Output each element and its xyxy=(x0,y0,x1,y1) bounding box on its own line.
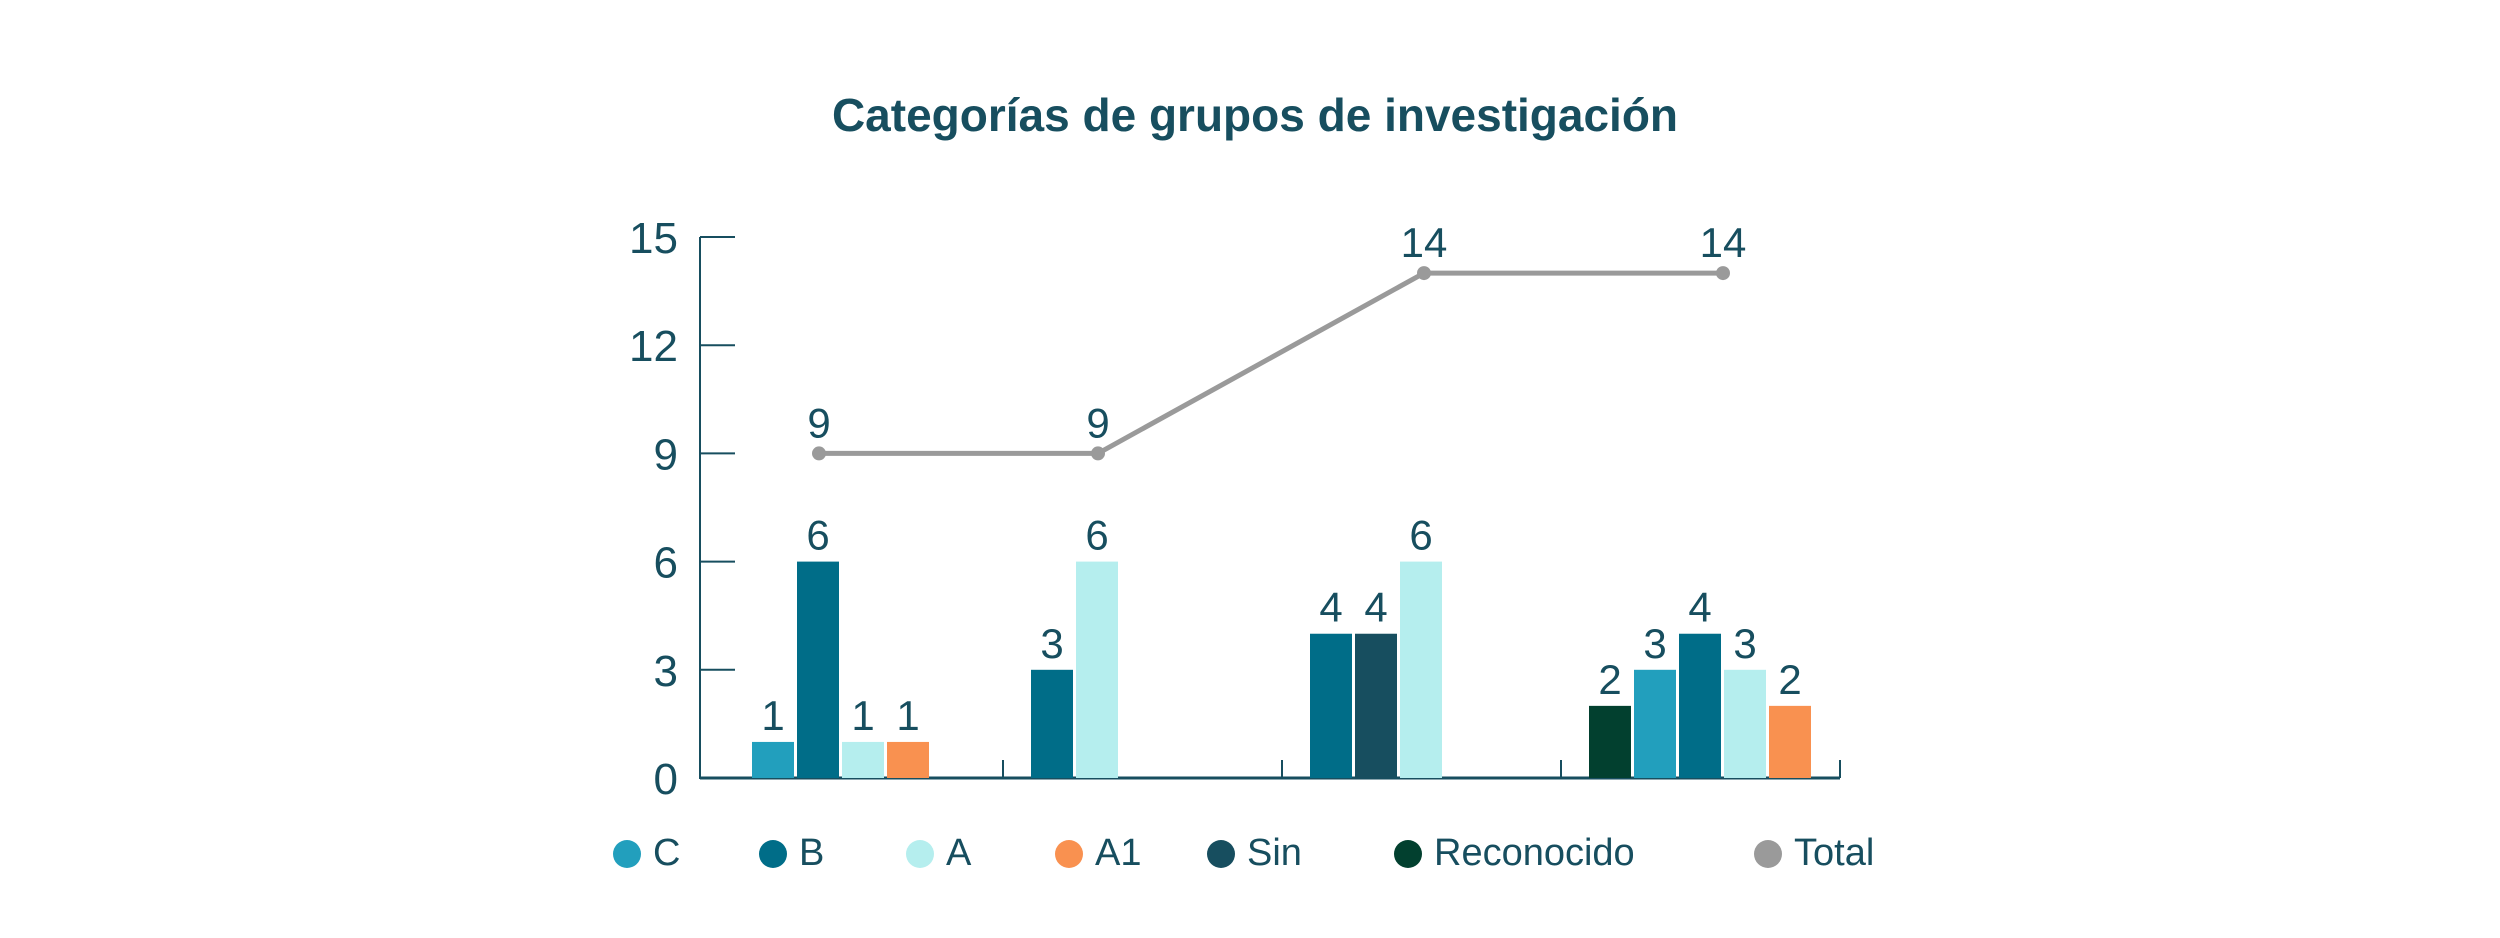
bar-b xyxy=(1679,633,1721,778)
legend-label: Reconocido xyxy=(1434,832,1635,874)
y-tick-label: 3 xyxy=(654,647,678,696)
legend-item-reconocido: Reconocido xyxy=(1394,832,1635,875)
bar-data-label: 4 xyxy=(1364,584,1387,631)
bar-a xyxy=(1076,561,1118,778)
legend-label: B xyxy=(799,832,825,874)
legend-swatch xyxy=(1394,839,1422,868)
bar-a1 xyxy=(887,741,929,778)
y-tick-label: 12 xyxy=(629,322,678,371)
bar-data-label: 1 xyxy=(761,692,784,739)
y-tick-label: 6 xyxy=(654,539,678,588)
bar-data-label: 1 xyxy=(851,692,874,739)
legend-swatch xyxy=(906,839,934,868)
legend-label: A1 xyxy=(1095,832,1142,874)
bar-data-label: 2 xyxy=(1598,656,1621,703)
total-data-label: 14 xyxy=(1401,219,1448,266)
bar-data-label: 3 xyxy=(1040,620,1063,667)
bar-c xyxy=(752,741,794,778)
legend-label: A xyxy=(946,832,972,874)
total-point xyxy=(812,446,826,461)
legend-item-a1: A1 xyxy=(1055,832,1141,875)
legend-swatch xyxy=(613,839,641,868)
legend-item-b: B xyxy=(759,832,824,875)
total-point xyxy=(1091,446,1105,461)
y-tick-label: 15 xyxy=(629,214,678,263)
bar-a xyxy=(1724,669,1766,778)
bar-a1 xyxy=(1769,705,1811,778)
bar-b xyxy=(797,561,839,778)
legend: C B A A1 Sin Reconocido Total xyxy=(0,832,2500,892)
bar-c xyxy=(1634,669,1676,778)
bar-reconocido xyxy=(1589,705,1631,778)
total-data-label: 9 xyxy=(1086,399,1109,446)
legend-item-c: C xyxy=(613,832,680,875)
bar-sin xyxy=(1355,633,1397,778)
total-data-label: 9 xyxy=(807,399,830,446)
bar-a xyxy=(842,741,884,778)
bar-data-label: 4 xyxy=(1319,584,1342,631)
bar-a xyxy=(1400,561,1442,778)
total-point xyxy=(1417,266,1431,281)
y-tick-label: 0 xyxy=(654,755,678,804)
legend-swatch xyxy=(1754,839,1782,868)
legend-item-a: A xyxy=(906,832,971,875)
total-point xyxy=(1716,266,1730,281)
legend-swatch xyxy=(1055,839,1083,868)
bar-data-label: 2 xyxy=(1778,656,1801,703)
y-tick-label: 9 xyxy=(654,430,678,479)
total-data-label: 14 xyxy=(1700,219,1747,266)
bar-b xyxy=(1031,669,1073,778)
legend-label: C xyxy=(653,832,681,874)
legend-label: Sin xyxy=(1247,832,1302,874)
bar-data-label: 6 xyxy=(1085,512,1108,559)
bar-data-label: 4 xyxy=(1688,584,1711,631)
bar-data-label: 1 xyxy=(896,692,919,739)
total-line xyxy=(819,270,1723,456)
bar-data-label: 6 xyxy=(806,512,829,559)
chart-title: Categorías de grupos de investigación xyxy=(831,89,1679,141)
bar-data-label: 6 xyxy=(1409,512,1432,559)
bar-data-label: 3 xyxy=(1733,620,1756,667)
bar-data-label: 3 xyxy=(1643,620,1666,667)
legend-item-sin: Sin xyxy=(1207,832,1302,875)
bar-b xyxy=(1310,633,1352,778)
legend-item-total: Total xyxy=(1754,832,1874,875)
legend-swatch xyxy=(1207,839,1235,868)
legend-label: Total xyxy=(1794,832,1875,874)
legend-swatch xyxy=(759,839,787,868)
